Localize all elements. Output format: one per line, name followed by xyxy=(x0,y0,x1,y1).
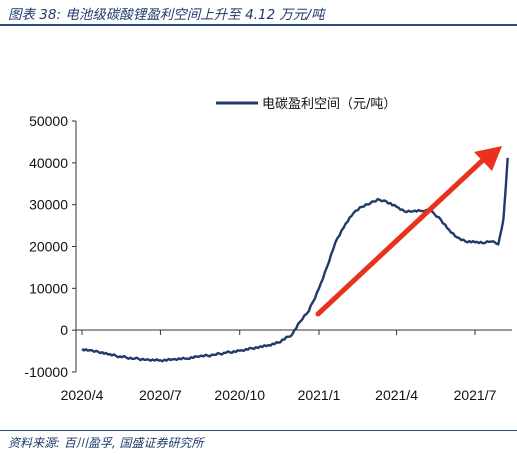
y-tick-label: 10000 xyxy=(29,280,68,296)
y-tick-label: 50000 xyxy=(29,113,68,129)
x-tick-label: 2020/4 xyxy=(61,387,104,403)
x-tick-label: 2020/10 xyxy=(214,387,265,403)
arrow-shaft xyxy=(315,157,486,317)
y-axis: -10000 0 10000 20000 30000 40000 50000 xyxy=(24,113,77,380)
y-tick-label: 30000 xyxy=(29,197,68,213)
x-axis: 2020/4 2020/7 2020/10 2021/1 2021/4 2021/7 xyxy=(61,329,512,403)
legend: 电碳盈利空间（元/吨） xyxy=(216,97,396,112)
y-tick-label: 0 xyxy=(60,322,68,338)
trend-arrow-annotation xyxy=(315,146,502,317)
series-layer xyxy=(81,157,509,363)
x-tick-label: 2021/4 xyxy=(375,387,418,403)
x-tick-label: 2021/1 xyxy=(298,387,341,403)
bottom-rule xyxy=(0,430,517,431)
y-tick-label: 20000 xyxy=(29,239,68,255)
y-tick-label: -10000 xyxy=(24,364,68,380)
figure-source: 资料来源: 百川盈孚, 国盛证券研究所 xyxy=(8,436,204,450)
x-tick-label: 2021/7 xyxy=(454,387,497,403)
y-tick-label: 40000 xyxy=(29,155,68,171)
x-tick-label: 2020/7 xyxy=(139,387,182,403)
figure-title: 图表 38: 电池级碳酸锂盈利空间上升至 4.12 万元/吨 xyxy=(8,7,325,23)
top-rule xyxy=(0,24,517,26)
series-line-0 xyxy=(81,157,509,363)
arrow-head xyxy=(474,146,502,171)
legend-label: 电碳盈利空间（元/吨） xyxy=(262,97,396,112)
